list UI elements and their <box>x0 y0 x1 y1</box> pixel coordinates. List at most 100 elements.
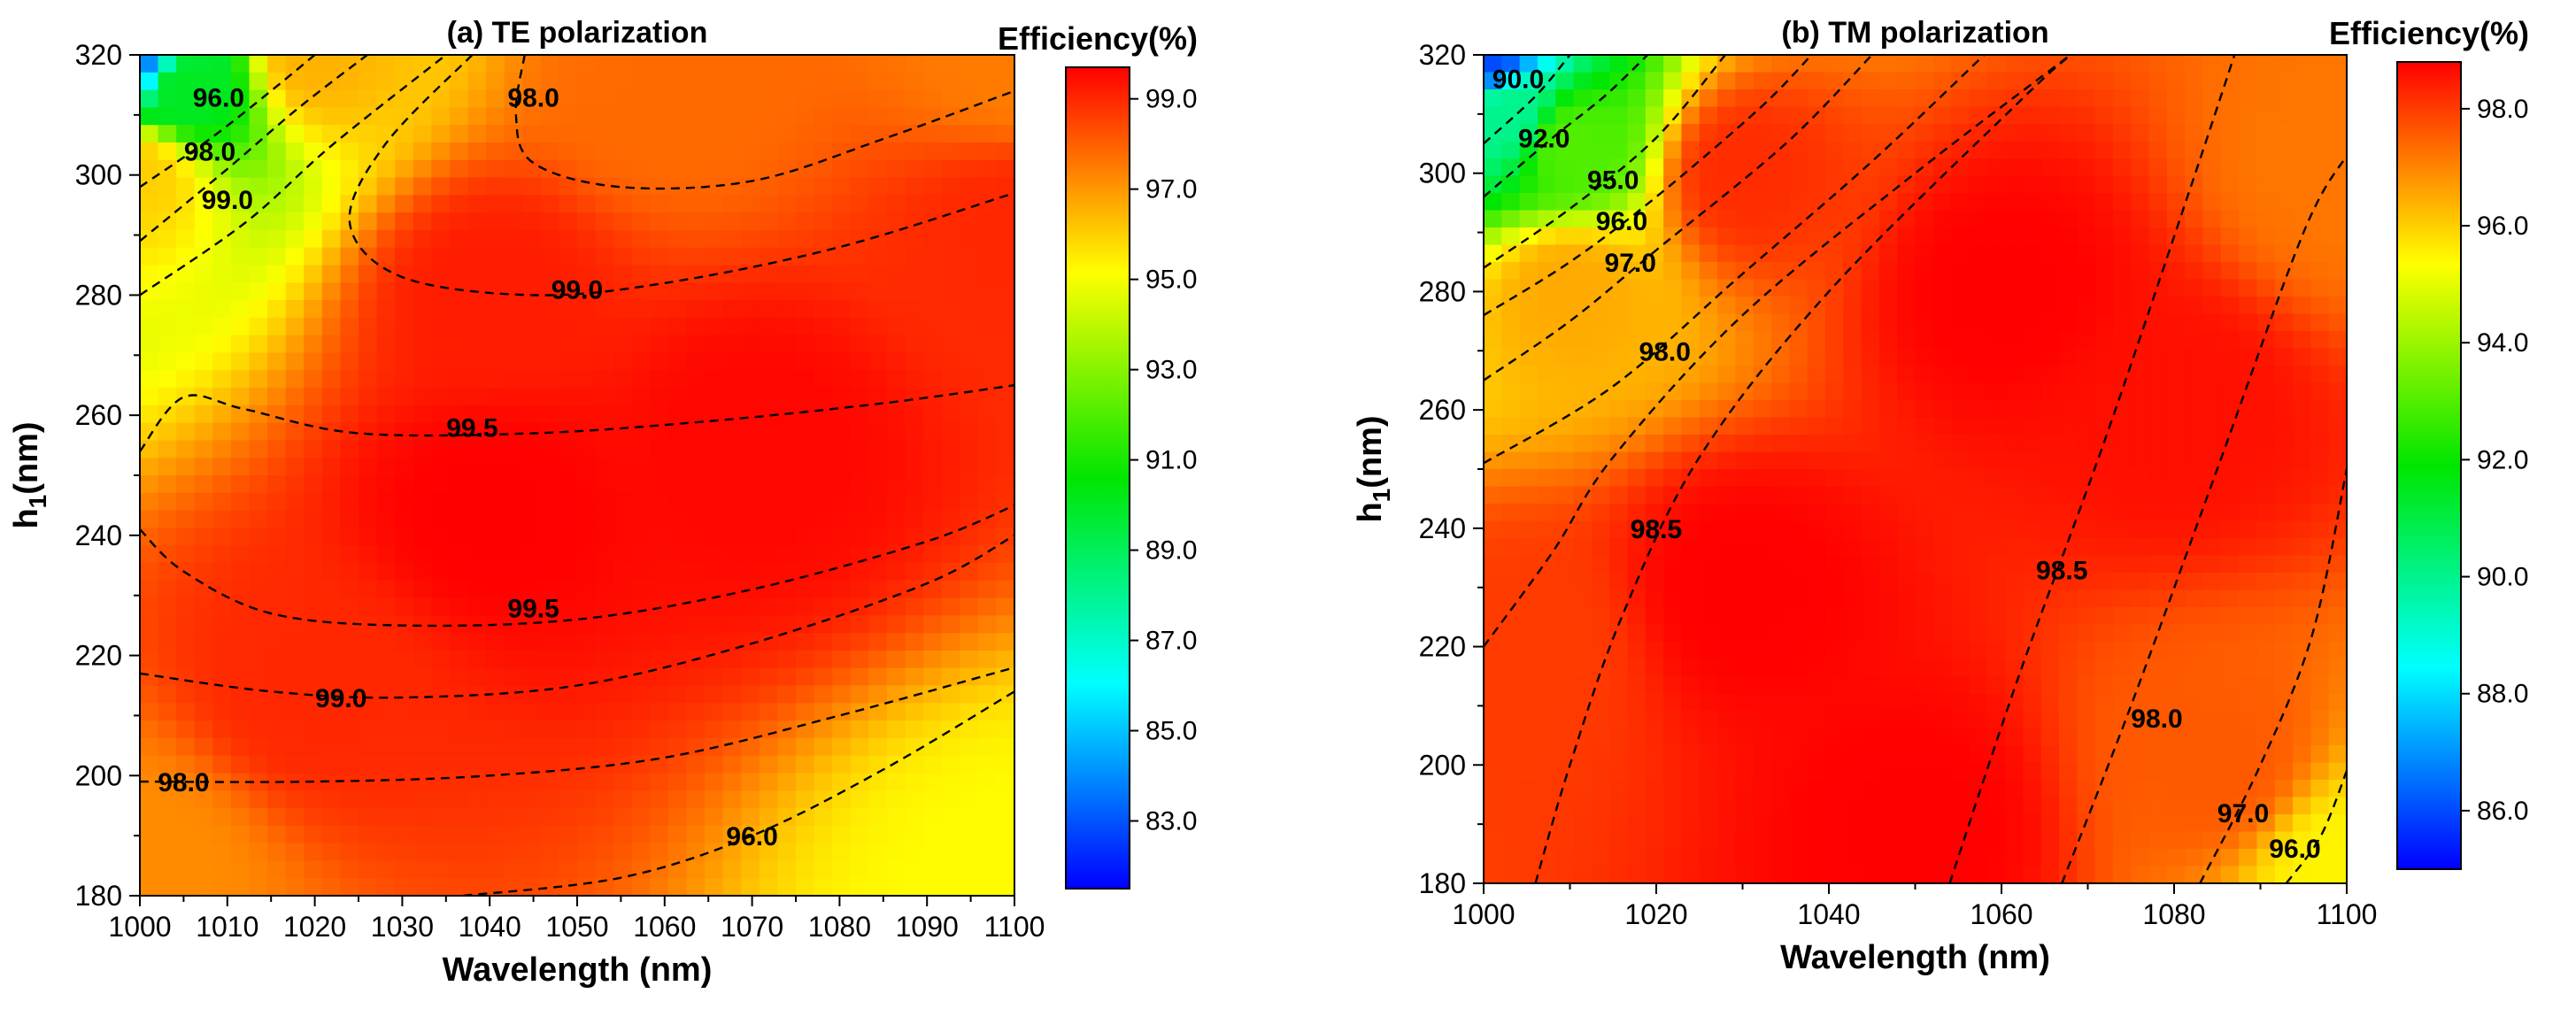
heat-cell <box>2059 313 2079 332</box>
heat-cell <box>1609 469 1629 488</box>
heat-cell <box>667 720 688 739</box>
heat-cell <box>2328 382 2347 401</box>
heat-cell <box>2077 469 2096 488</box>
heat-cell <box>395 229 414 249</box>
heat-cell <box>2310 451 2330 470</box>
heat-cell <box>868 545 888 564</box>
heat-cell <box>1789 451 1809 470</box>
heat-cell <box>814 615 833 634</box>
heat-cell <box>522 212 542 231</box>
heat-cell <box>1986 141 2006 159</box>
heat-cell <box>1573 642 1593 660</box>
heat-cell <box>467 159 487 179</box>
x-tick-label: 1020 <box>1624 898 1687 930</box>
heat-cell <box>814 685 833 705</box>
heat-cell <box>1645 417 1664 435</box>
heat-cell <box>832 422 852 442</box>
heat-cell <box>777 142 797 161</box>
heat-cell <box>1932 728 1952 746</box>
heat-cell <box>1627 106 1647 125</box>
heat-cell <box>2328 400 2347 419</box>
heat-cell <box>777 580 797 599</box>
heat-cell <box>2131 141 2150 159</box>
heat-cell <box>522 562 542 582</box>
heat-cell <box>522 177 542 196</box>
heat-cell <box>2328 366 2347 384</box>
heat-cell <box>777 335 797 354</box>
heat-cell <box>2148 676 2168 695</box>
heat-cell <box>1717 55 1737 73</box>
heat-cell <box>230 317 251 336</box>
heat-cell <box>1771 711 1791 729</box>
heat-cell <box>2077 693 2096 712</box>
x-tick-label: 1040 <box>459 911 521 943</box>
heat-cell <box>2040 89 2060 108</box>
heat-cell <box>1484 72 1503 90</box>
heat-cell <box>2148 831 2168 850</box>
heat-cell <box>631 562 652 582</box>
heat-cell <box>2131 435 2150 453</box>
heat-cell <box>376 282 396 301</box>
heat-cell <box>886 755 906 774</box>
heat-cell <box>486 388 505 406</box>
heat-cell <box>722 597 743 617</box>
heat-cell <box>449 562 469 582</box>
heat-cell <box>1861 106 1880 125</box>
heat-cell <box>1663 831 1683 850</box>
heat-cell <box>705 282 724 301</box>
heat-cell <box>705 703 724 721</box>
heat-cell <box>176 89 196 109</box>
heat-cell <box>977 510 998 529</box>
heat-cell <box>941 212 961 231</box>
heat-cell <box>321 510 342 529</box>
heat-cell <box>1986 797 2006 815</box>
heat-cell <box>2148 297 2168 315</box>
heat-cell <box>832 650 852 669</box>
heat-cell <box>2239 227 2258 246</box>
heat-cell <box>1789 745 1809 764</box>
heat-cell <box>1969 780 1988 798</box>
heat-cell <box>249 825 268 844</box>
heat-cell <box>1484 659 1503 677</box>
heat-cell <box>249 388 268 406</box>
heat-cell <box>1824 348 1845 366</box>
heat-cell <box>941 55 961 73</box>
heat-cell <box>1484 279 1503 297</box>
heat-cell <box>249 843 268 862</box>
heat-cell <box>2059 607 2079 626</box>
heat-cell <box>2293 297 2312 315</box>
heat-cell <box>631 790 652 809</box>
heat-cell <box>1555 89 1575 108</box>
heat-cell <box>686 755 706 774</box>
heat-cell <box>467 370 487 389</box>
heat-cell <box>595 388 614 406</box>
heat-cell <box>467 335 487 354</box>
heat-cell <box>2040 814 2060 833</box>
heat-cell <box>522 142 542 161</box>
heat-cell <box>1627 210 1647 228</box>
heat-cell <box>941 177 961 196</box>
heat-cell <box>1484 762 1503 781</box>
heat-cell <box>1878 158 1898 177</box>
heat-cell <box>267 265 287 284</box>
heat-cell <box>2005 555 2025 574</box>
heat-cell <box>1824 486 1845 504</box>
heat-cell <box>1861 693 1880 712</box>
heat-cell <box>2131 659 2150 677</box>
heat-cell <box>1699 382 1718 401</box>
heat-cell <box>2256 55 2276 73</box>
heat-cell <box>230 825 251 844</box>
heat-cell <box>1951 106 1971 125</box>
heat-cell <box>2202 711 2222 729</box>
heat-cell <box>540 370 560 389</box>
heat-cell <box>359 545 378 564</box>
heat-cell <box>2274 711 2294 729</box>
heat-cell <box>504 878 524 896</box>
heat-cell <box>796 650 815 669</box>
y-tick-label: 300 <box>75 159 122 191</box>
heat-cell <box>467 825 487 844</box>
heat-cell <box>722 388 743 406</box>
heat-cell <box>1951 331 1971 350</box>
heat-cell <box>1501 382 1521 401</box>
heat-cell <box>1969 141 1988 159</box>
